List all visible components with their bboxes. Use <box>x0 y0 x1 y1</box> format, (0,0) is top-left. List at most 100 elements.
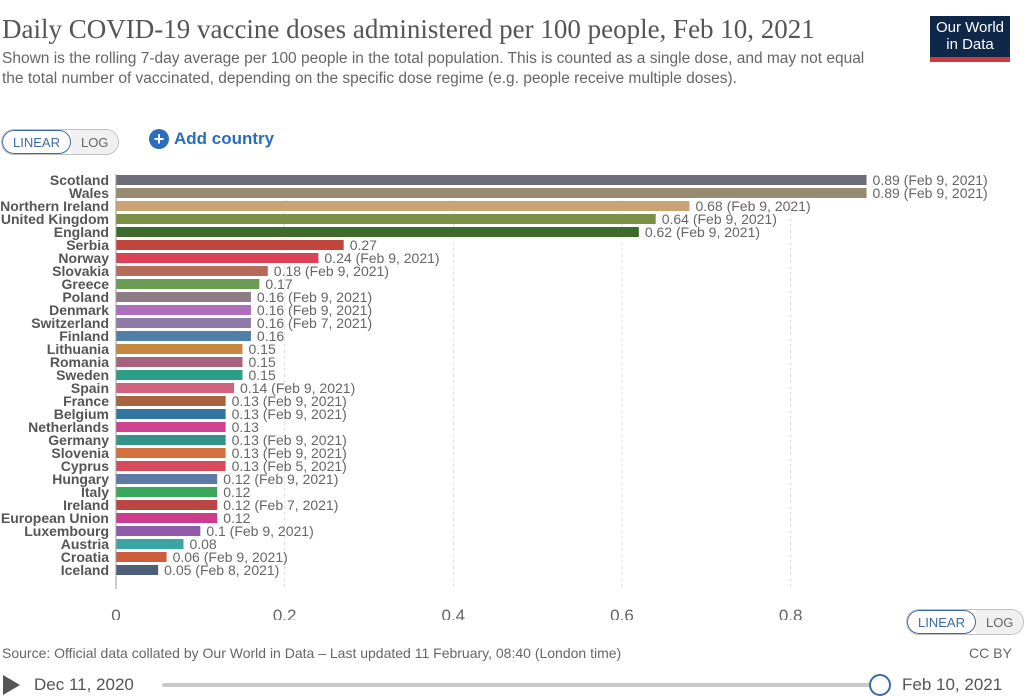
bar <box>116 370 243 380</box>
value-label: 0.62 (Feb 9, 2021) <box>645 224 760 240</box>
category-label: Poland <box>62 289 109 305</box>
play-icon[interactable] <box>3 675 20 695</box>
bar <box>116 305 251 315</box>
value-label: 0.15 <box>248 341 275 357</box>
timeline-end-date: Feb 10, 2021 <box>902 675 1003 694</box>
category-label: Denmark <box>49 302 109 318</box>
source-note: Source: Official data collated by Our Wo… <box>2 645 622 661</box>
value-label: 0.12 <box>223 484 250 500</box>
x-tick-label: 0.4 <box>441 606 465 620</box>
bar <box>116 539 184 549</box>
linear-scale-button[interactable]: LINEAR <box>2 130 71 154</box>
value-label: 0.15 <box>248 354 275 370</box>
category-label: European Union <box>1 510 109 526</box>
bar <box>116 552 167 562</box>
x-tick-label: 0.6 <box>610 606 634 620</box>
value-label: 0.15 <box>248 367 275 383</box>
bar-chart: 0 0.2 0.4 0.6 0.8 Scotland 0.89 (Feb 9, 2021) W… <box>0 172 988 620</box>
bar <box>116 409 226 419</box>
scale-toggle-bottom: LINEAR LOG <box>906 609 1025 635</box>
bar <box>116 331 251 341</box>
value-label: 0.13 (Feb 9, 2021) <box>232 406 347 422</box>
category-label: England <box>54 224 109 240</box>
bar <box>116 240 344 250</box>
timeline-handle[interactable] <box>869 674 891 696</box>
license-link[interactable]: CC BY <box>969 645 1012 661</box>
category-label: Scotland <box>50 172 109 188</box>
bar <box>116 253 319 263</box>
category-label: Hungary <box>52 471 109 487</box>
bar <box>116 396 226 406</box>
category-label: Sweden <box>56 367 109 383</box>
bar <box>116 565 159 575</box>
owid-logo[interactable]: Our World in Data <box>930 16 1010 62</box>
category-label: Wales <box>69 185 109 201</box>
category-label: Ireland <box>63 497 109 513</box>
category-label: Slovenia <box>51 445 109 461</box>
timeline: Dec 11, 2020 Feb 10, 2021 <box>0 670 1030 696</box>
chart-subtitle: Shown is the rolling 7-day average per 1… <box>2 50 865 87</box>
add-country-button[interactable]: + Add country <box>149 129 274 149</box>
category-label: Spain <box>71 380 109 396</box>
category-label: Serbia <box>66 237 109 253</box>
plus-circle-icon: + <box>149 129 169 149</box>
value-label: 0.08 <box>189 536 216 552</box>
bar <box>116 227 639 237</box>
value-label: 0.64 (Feb 9, 2021) <box>662 211 777 227</box>
bar <box>116 487 218 497</box>
value-label: 0.16 (Feb 7, 2021) <box>257 315 372 331</box>
value-label: 0.24 (Feb 9, 2021) <box>324 250 439 266</box>
category-label: Italy <box>81 484 109 500</box>
value-label: 0.89 (Feb 9, 2021) <box>873 172 988 188</box>
value-label: 0.89 (Feb 9, 2021) <box>873 185 988 201</box>
value-label: 0.13 (Feb 9, 2021) <box>232 432 347 448</box>
category-label: Iceland <box>61 562 109 578</box>
bar <box>116 422 226 432</box>
value-label: 0.16 (Feb 9, 2021) <box>257 289 372 305</box>
bar <box>116 500 218 510</box>
x-tick-label: 0.2 <box>273 606 297 620</box>
log-scale-button-bottom[interactable]: LOG <box>975 610 1024 634</box>
bar <box>116 435 226 445</box>
value-label: 0.12 <box>223 510 250 526</box>
category-label: Norway <box>58 250 109 266</box>
scale-toggle-top: LINEAR LOG <box>1 129 120 155</box>
category-label: Cyprus <box>61 458 109 474</box>
bar <box>116 383 235 393</box>
bar <box>116 279 260 289</box>
x-tick-label: 0.8 <box>779 606 803 620</box>
value-label: 0.05 (Feb 8, 2021) <box>164 562 279 578</box>
value-label: 0.16 <box>257 328 284 344</box>
x-tick-label: 0 <box>111 606 120 620</box>
bar <box>116 461 226 471</box>
bar <box>116 214 656 224</box>
category-label: Belgium <box>54 406 109 422</box>
category-label: France <box>63 393 109 409</box>
value-label: 0.14 (Feb 9, 2021) <box>240 380 355 396</box>
value-label: 0.18 (Feb 9, 2021) <box>274 263 389 279</box>
value-label: 0.12 (Feb 9, 2021) <box>223 471 338 487</box>
timeline-track[interactable] <box>162 683 880 687</box>
value-label: 0.13 <box>232 419 259 435</box>
bar <box>116 292 251 302</box>
linear-scale-button-bottom[interactable]: LINEAR <box>907 610 976 634</box>
log-scale-button[interactable]: LOG <box>70 130 119 154</box>
category-label: Greece <box>62 276 110 292</box>
bar <box>116 513 218 523</box>
category-label: Austria <box>61 536 109 552</box>
value-label: 0.13 (Feb 9, 2021) <box>232 393 347 409</box>
value-label: 0.12 (Feb 7, 2021) <box>223 497 338 513</box>
category-label: Switzerland <box>31 315 109 331</box>
bar <box>116 448 226 458</box>
value-label: 0.16 (Feb 9, 2021) <box>257 302 372 318</box>
bar <box>116 357 243 367</box>
category-label: Romania <box>50 354 109 370</box>
category-label: Germany <box>48 432 109 448</box>
category-label: Luxembourg <box>24 523 109 539</box>
logo-line-1: Our World <box>935 19 1005 36</box>
logo-line-2: in Data <box>946 36 994 53</box>
timeline-start-date: Dec 11, 2020 <box>34 675 134 694</box>
value-label: 0.13 (Feb 5, 2021) <box>232 458 347 474</box>
bar <box>116 474 218 484</box>
bar <box>116 266 268 276</box>
